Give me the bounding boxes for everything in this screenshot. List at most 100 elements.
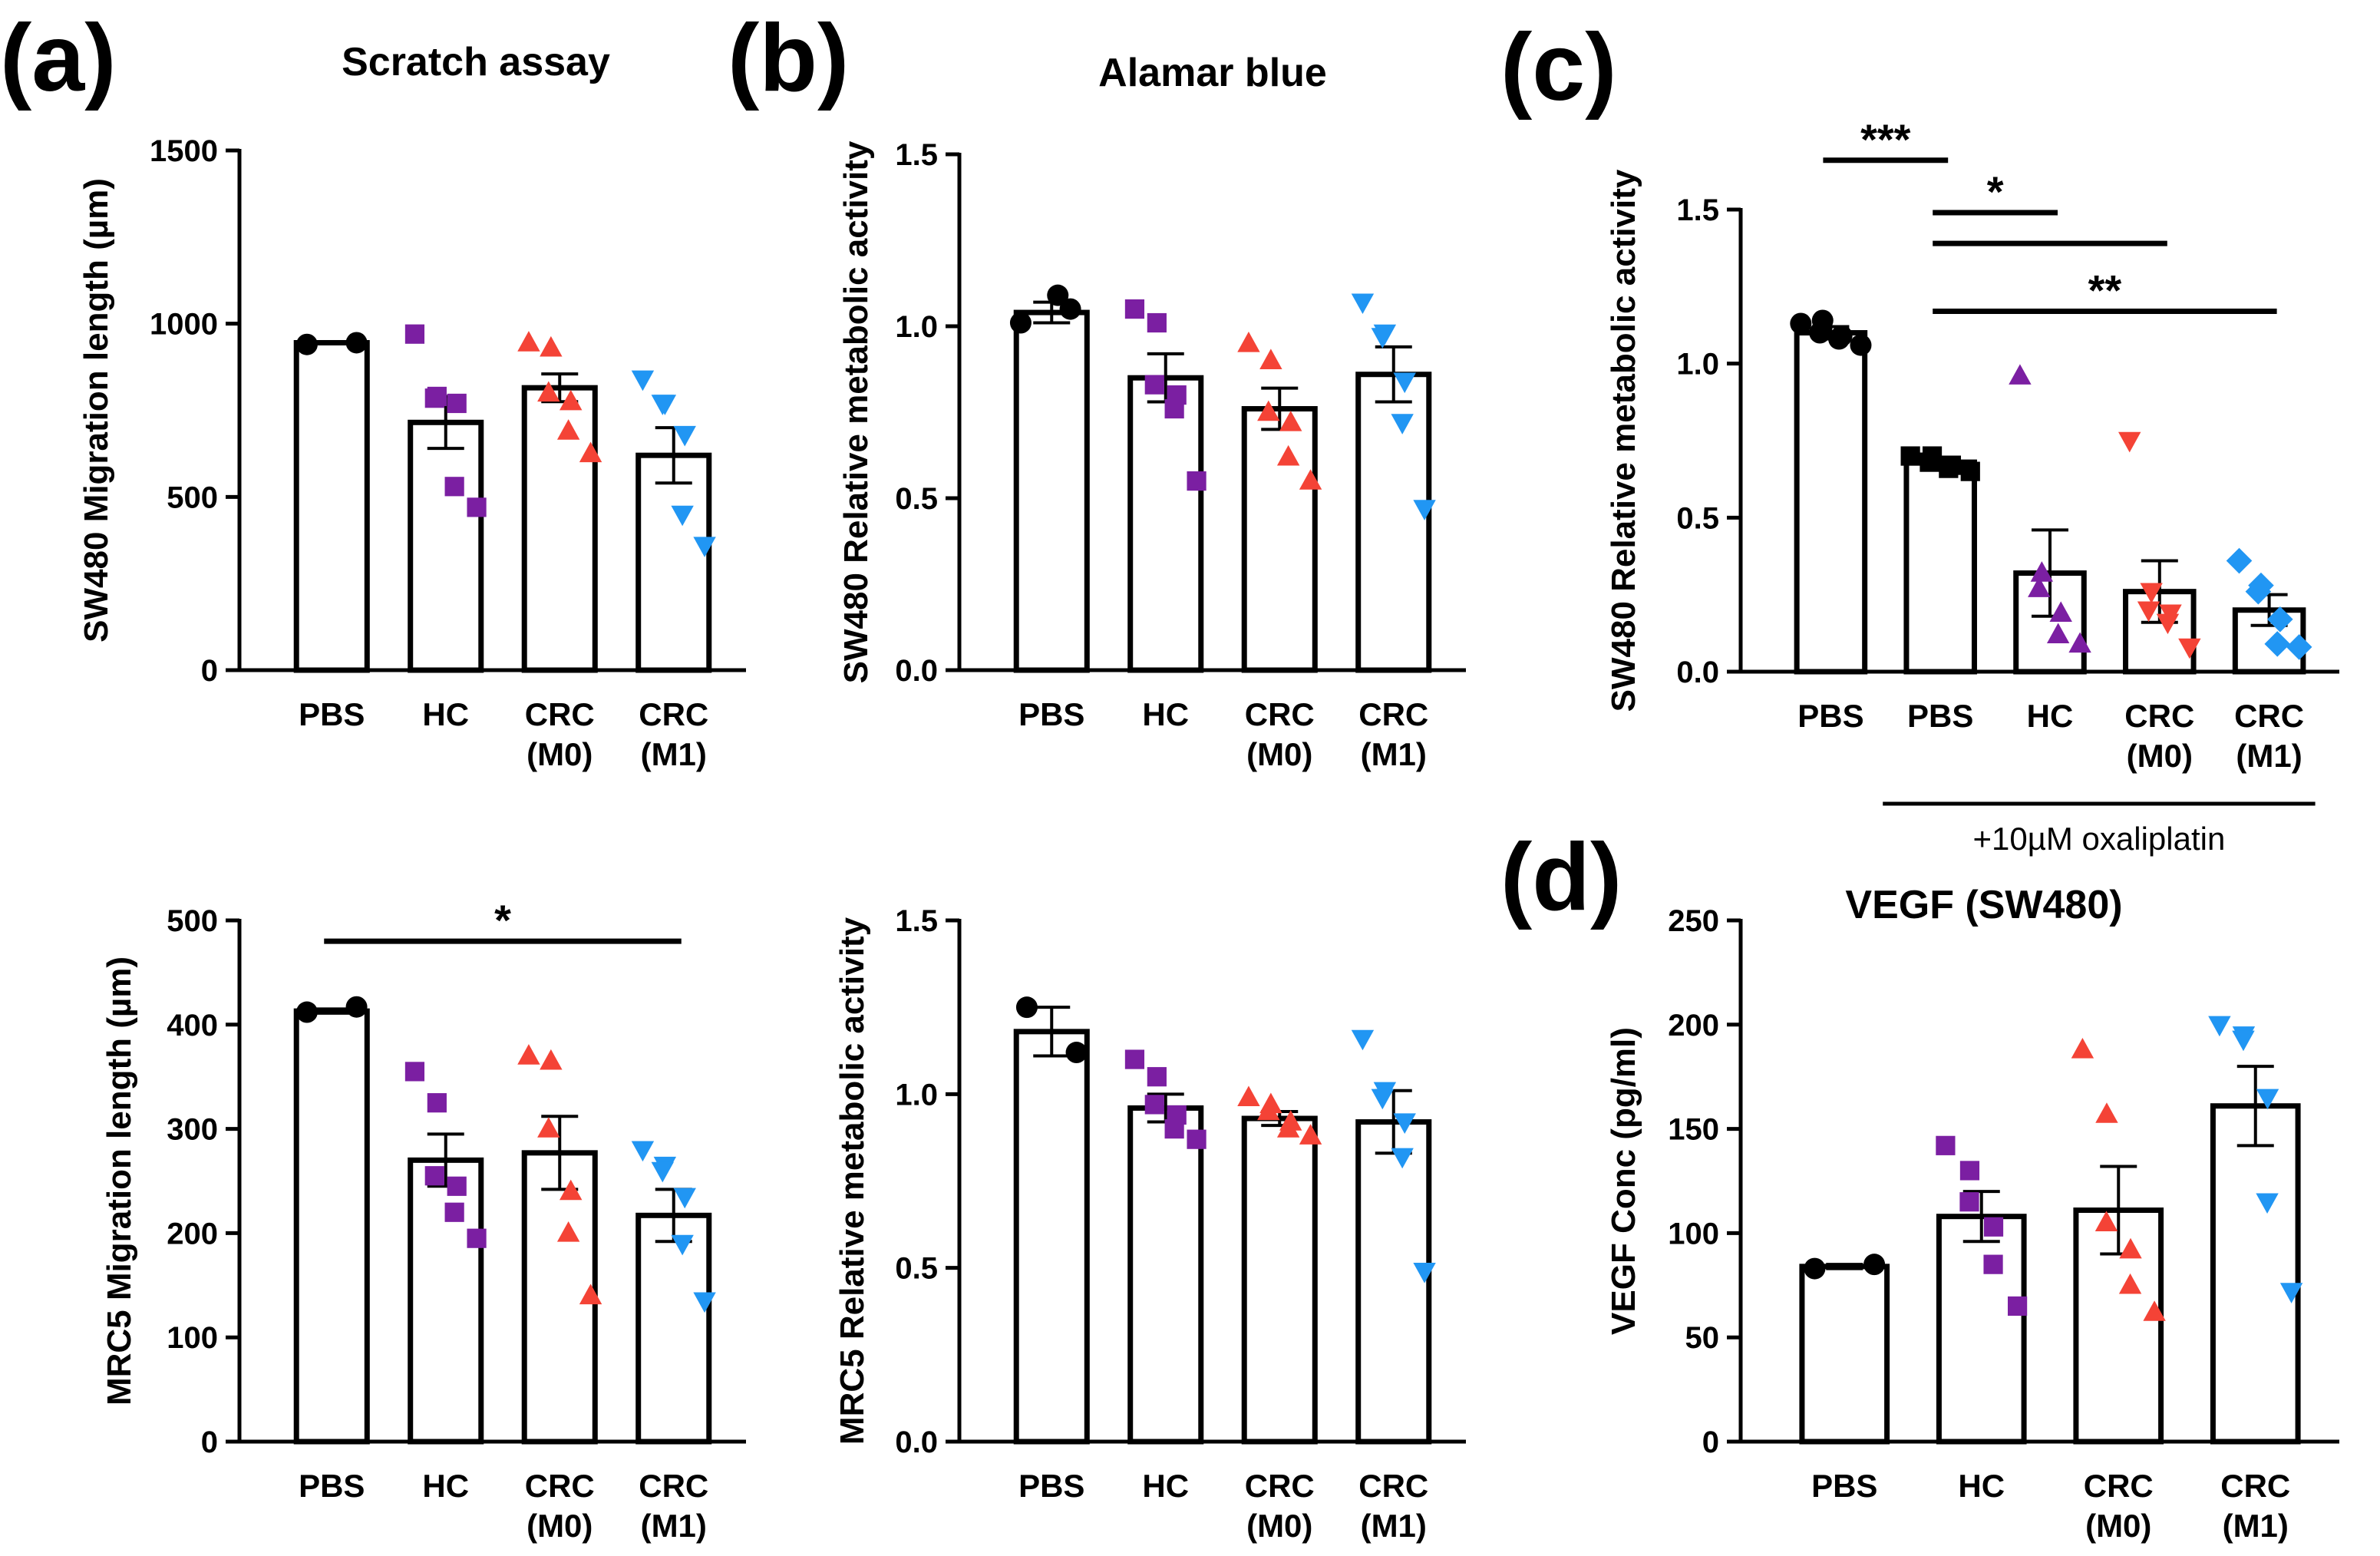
data-point (1144, 1095, 1164, 1115)
data-point (517, 331, 540, 352)
y-tick-label: 1.5 (1676, 193, 1719, 227)
data-point (1391, 414, 1414, 434)
data-point (1124, 1049, 1145, 1069)
y-tick-label: 1.0 (1676, 348, 1719, 382)
data-point (1009, 312, 1032, 334)
y-tick-label: 0.5 (1676, 501, 1719, 535)
x-tick-label: (M1) (1361, 1508, 1427, 1544)
data-point (424, 1166, 444, 1186)
data-point (2046, 623, 2070, 644)
x-tick-label: CRC (2124, 698, 2194, 734)
chart-title: VEGF (SW480) (1845, 883, 2122, 927)
x-tick-label: (M1) (2236, 738, 2302, 774)
data-point (2143, 1300, 2166, 1321)
data-point (560, 1179, 583, 1201)
x-tick-label: (M0) (2127, 738, 2193, 774)
x-tick-label: (M1) (641, 736, 707, 772)
chart-a-bottom: 0 100 200 300 400 500 MRC5 Migration length (µ… (101, 896, 746, 1544)
x-tick-label: HC (1142, 696, 1189, 732)
y-tick-label: 1.0 (895, 1078, 938, 1112)
data-point (2256, 1193, 2279, 1214)
panel-label: (b) (728, 5, 849, 111)
x-tick-label: CRC (639, 696, 708, 732)
data-point (1147, 312, 1167, 333)
data-point (671, 505, 694, 527)
x-tick-label: (M0) (1246, 1508, 1312, 1544)
data-point (1059, 298, 1081, 320)
bar (1241, 1115, 1318, 1445)
data-point (2156, 613, 2180, 635)
y-tick-label: 250 (1668, 904, 1719, 938)
data-point (1371, 328, 1394, 349)
data-point (1790, 312, 1812, 335)
x-tick-label: PBS (1797, 698, 1863, 734)
data-point (673, 1188, 696, 1209)
data-point (1237, 332, 1260, 352)
data-point (1828, 328, 1850, 350)
y-tick-label: 0 (201, 654, 218, 688)
error-bar (1375, 345, 1412, 404)
data-point (2279, 1283, 2303, 1303)
x-tick-label: PBS (299, 696, 365, 732)
data-point (1393, 1113, 1416, 1134)
bar (521, 385, 598, 673)
x-tick-label: HC (1142, 1468, 1189, 1504)
y-axis-label: MRC5 Relative metabolic activity (833, 917, 871, 1445)
y-tick-label: 0 (1702, 1426, 1719, 1459)
panel-label: (c) (1500, 15, 1617, 121)
bar (635, 1212, 712, 1445)
y-tick-label: 100 (1668, 1217, 1719, 1250)
data-point (1936, 1135, 1956, 1155)
x-tick-label: PBS (299, 1468, 365, 1504)
data-point (295, 333, 318, 355)
y-tick-label: 500 (167, 904, 218, 938)
data-point (2071, 1037, 2094, 1059)
x-tick-label: (M0) (2085, 1508, 2151, 1544)
data-point (1920, 452, 1939, 472)
bar (1794, 330, 1868, 675)
chart-b-bottom: 0.0 0.5 1.0 1.5 MRC5 Relative metabolic acti… (833, 904, 1466, 1544)
y-tick-label: 0.0 (895, 654, 938, 688)
chart-title: Scratch assay (342, 40, 610, 84)
data-point (2118, 1273, 2142, 1294)
data-point (1983, 1254, 2003, 1274)
bar (2210, 1103, 2301, 1445)
x-tick-label: (M1) (2223, 1508, 2289, 1544)
oxaliplatin-label: +10µM oxaliplatin (1972, 821, 2225, 857)
data-point (1164, 1119, 1184, 1139)
x-tick-label: CRC (2234, 698, 2304, 734)
x-tick-label: CRC (1358, 1468, 1428, 1504)
data-point (2007, 1296, 2028, 1316)
x-tick-label: CRC (1358, 696, 1428, 732)
data-point (1276, 1117, 1300, 1138)
bar (1355, 1119, 1432, 1445)
chart-c: 0.0 0.5 1.0 1.5 SW480 Relative metabolic act… (1605, 115, 2339, 774)
data-point (631, 1141, 655, 1162)
x-tick-label: (M0) (527, 736, 593, 772)
y-tick-label: 200 (1668, 1009, 1719, 1042)
error-bar (1826, 1263, 1863, 1270)
bar (1903, 459, 1977, 675)
data-point (1959, 1161, 1980, 1181)
data-point (1259, 349, 1282, 369)
bar (293, 1008, 370, 1445)
x-tick-label: HC (422, 696, 469, 732)
data-point (1391, 1148, 1414, 1169)
y-tick-label: 0.0 (1676, 656, 1719, 689)
data-point (579, 441, 602, 463)
data-point (345, 996, 368, 1018)
x-tick-label: PBS (1811, 1468, 1877, 1504)
data-point (540, 335, 563, 357)
x-tick-label: CRC (525, 1468, 595, 1504)
y-axis-label: SW480 Relative metabolic activity (1605, 169, 1642, 712)
chart-d: VEGF (SW480) 0 50 100 150 200 250 VEGF Conc (pg… (1605, 883, 2339, 1544)
bar (1241, 406, 1318, 673)
data-point (556, 419, 580, 440)
data-point (1065, 1042, 1088, 1064)
error-bar (1033, 1006, 1071, 1058)
bar (293, 339, 370, 673)
panel-label: (a) (0, 5, 117, 111)
data-point (1276, 444, 1300, 466)
x-tick-label: HC (2027, 698, 2074, 734)
data-point (2094, 1211, 2118, 1232)
